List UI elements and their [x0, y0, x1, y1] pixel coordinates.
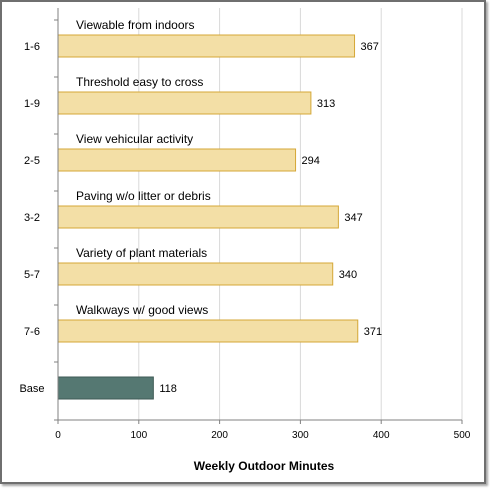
x-axis-title: Weekly Outdoor Minutes	[194, 459, 335, 473]
bar-5-7	[57, 262, 334, 286]
bar-description: Walkways w/ good views	[76, 303, 208, 317]
bar-3-2	[57, 205, 339, 229]
bar-chart: 1-6 367 Viewable from indoors 1-9 313 Thresho…	[19, 8, 471, 473]
x-tick-label: 400	[373, 430, 390, 441]
bar-description: Paving w/o litter or debris	[76, 189, 211, 203]
category-label: 3-2	[24, 212, 40, 224]
bar-7-6	[57, 319, 359, 343]
label-layer: 1-6 367 Viewable from indoors 1-9 313 Thresho…	[19, 18, 382, 395]
bar-description: Threshold easy to cross	[76, 75, 203, 89]
value-label: 367	[361, 41, 379, 53]
value-label: 347	[344, 212, 362, 224]
x-tick-label: 200	[211, 430, 228, 441]
value-label: 340	[339, 269, 357, 281]
x-tick-label: 100	[130, 430, 147, 441]
bar-Base	[57, 376, 154, 400]
chart-frame: 1-6 367 Viewable from indoors 1-9 313 Thresho…	[0, 0, 486, 484]
bar-description: Variety of plant materials	[76, 246, 207, 260]
category-label: 2-5	[24, 155, 40, 167]
value-label: 118	[159, 383, 177, 395]
category-label: Base	[19, 383, 44, 395]
category-label: 1-9	[24, 98, 40, 110]
value-label: 313	[317, 98, 335, 110]
x-tick-label: 500	[454, 430, 471, 441]
bar-layer	[57, 34, 359, 400]
value-label: 371	[364, 326, 382, 338]
x-tick-label: 0	[55, 430, 61, 441]
category-label: 5-7	[24, 269, 40, 281]
axis-layer: 0 100 200 300 400 500	[54, 8, 471, 441]
bar-description: View vehicular activity	[76, 132, 193, 146]
x-tick-label: 300	[292, 430, 309, 441]
value-label: 294	[302, 155, 320, 167]
bar-2-5	[57, 148, 297, 172]
category-label: 1-6	[24, 41, 40, 53]
category-label: 7-6	[24, 326, 40, 338]
bar-1-9	[57, 91, 312, 115]
bar-1-6	[57, 34, 356, 58]
bar-description: Viewable from indoors	[76, 18, 195, 32]
